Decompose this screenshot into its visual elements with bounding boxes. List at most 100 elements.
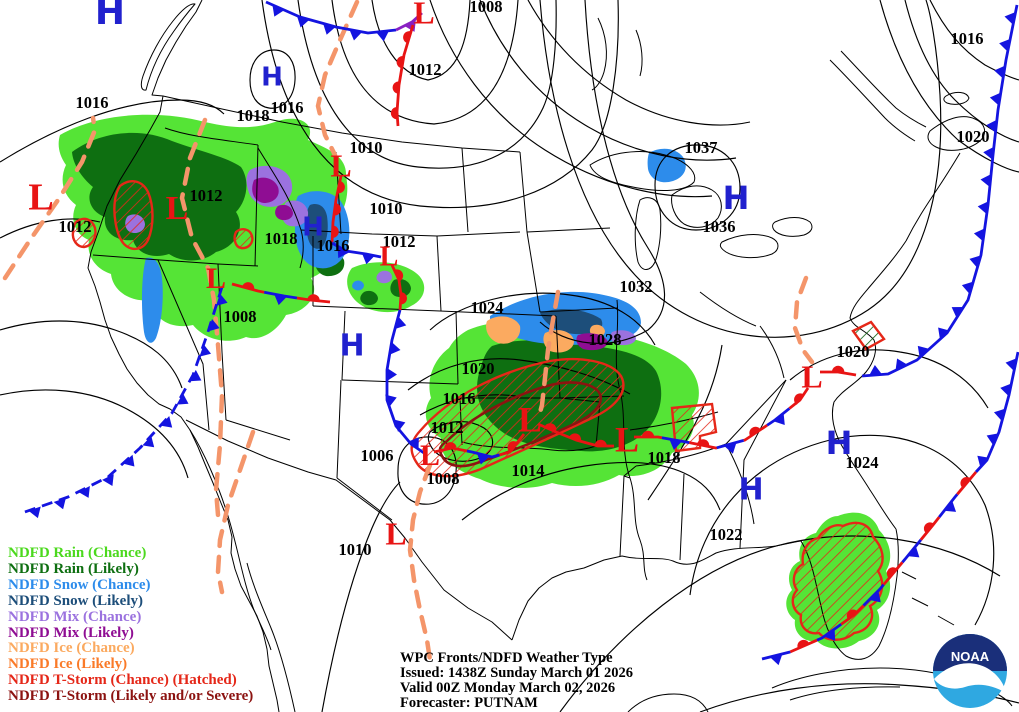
warm-front-pip — [396, 55, 404, 69]
front-cold — [974, 351, 1019, 473]
isobar-line — [0, 99, 225, 163]
cold-front-pip — [208, 318, 220, 332]
front-stationary — [231, 282, 331, 306]
warm-front-pip — [444, 442, 457, 450]
cold-front-pip — [189, 369, 202, 382]
trough-line — [179, 117, 225, 518]
tstorm-outlines — [71, 180, 886, 641]
trough-line — [215, 429, 256, 595]
front-line — [395, 24, 415, 127]
coast-state-line — [719, 234, 779, 259]
high-pressure-center: H — [826, 424, 853, 462]
precip-snow_chance — [141, 257, 163, 343]
cold-front-pip — [1000, 383, 1012, 397]
isobar-line — [527, 0, 751, 126]
trough-lines — [2, 0, 815, 663]
fronts — [21, 0, 1019, 666]
warm-front-pip — [333, 203, 341, 216]
low-pressure-center: L — [801, 358, 822, 394]
front-warm — [330, 175, 345, 244]
precip-snow_chance — [352, 280, 364, 291]
cold-front-pip — [78, 486, 90, 498]
cold-front-pip — [944, 500, 957, 512]
isobar-line — [261, 0, 619, 209]
low-pressure-center: L — [330, 147, 351, 183]
isobar-line — [429, 292, 656, 346]
valid-time: Valid 00Z Monday March 02, 2026 — [400, 679, 616, 696]
low-pressure-center: L — [615, 419, 639, 459]
front-warm — [390, 264, 407, 311]
warm-front-pip — [749, 426, 761, 437]
pressure-label: 1008 — [427, 469, 460, 488]
coast-state-line — [905, 152, 961, 242]
front-segment — [661, 436, 690, 445]
legend-item: NDFD Ice (Chance) — [8, 640, 135, 657]
tstorm-hatch — [411, 359, 624, 477]
legend-item: NDFD Rain (Chance) — [8, 545, 147, 561]
pressure-label: 1020 — [462, 359, 495, 378]
isobar-line — [429, 0, 713, 198]
tstorm-chance-outline — [71, 217, 97, 249]
tstorm-chance-outline — [670, 402, 718, 453]
coast-state-line — [671, 185, 722, 228]
pressure-label: 1020 — [837, 342, 870, 361]
pressure-label: 1012 — [190, 186, 223, 205]
coast-state-line — [943, 91, 970, 105]
warm-front-pip — [594, 439, 607, 446]
pressure-label: 1014 — [512, 461, 545, 480]
low-pressure-center: L — [206, 262, 226, 295]
cold-front-pip — [1005, 358, 1017, 371]
front-cold — [21, 286, 228, 519]
cold-front-pip — [394, 316, 407, 330]
legend-item: NDFD Snow (Chance) — [8, 576, 151, 593]
cold-front-pip — [824, 628, 836, 641]
cold-front-pip — [983, 146, 994, 160]
front-segment — [816, 623, 842, 642]
coast-state-line — [911, 597, 929, 607]
cold-front-pip — [986, 119, 997, 133]
coast-state-line — [257, 147, 304, 269]
isobar-line — [297, 0, 557, 169]
coast-state-line — [591, 17, 607, 91]
coast-state-line — [225, 419, 291, 441]
isobar-line — [689, 434, 995, 626]
precip-ice_chance — [486, 316, 521, 344]
isobar-line — [331, 0, 519, 125]
warm-front-pip — [832, 365, 845, 374]
coast-state-line — [439, 310, 557, 317]
tstorm-hatch — [672, 404, 716, 451]
coast-state-line — [699, 291, 757, 327]
tstorm-likely-outline — [438, 381, 603, 468]
front-segment — [938, 493, 959, 519]
cold-front-pip — [142, 435, 155, 448]
precip-mix_likely — [252, 177, 279, 203]
pressure-label: 1010 — [339, 540, 372, 559]
warm-front-pip — [337, 180, 345, 194]
coast-state-line — [901, 571, 917, 580]
coast-state-line — [436, 235, 442, 312]
warm-front-pip — [569, 433, 582, 442]
isobar-line — [0, 389, 189, 479]
warm-front-pip — [846, 609, 859, 620]
warm-front-pip — [390, 106, 398, 120]
cold-front-pip — [917, 345, 930, 358]
cold-front-pip — [869, 590, 881, 603]
coast-state-line — [455, 310, 459, 385]
front-segment — [466, 449, 500, 459]
cold-front-pip — [337, 246, 349, 259]
precip-ice_chance — [543, 330, 574, 353]
coast-state-line — [92, 254, 259, 267]
coast-state-line — [739, 379, 787, 549]
cold-front-pip — [199, 344, 212, 357]
cold-front-pip — [977, 455, 990, 468]
pressure-label: 1016 — [76, 93, 109, 112]
warm-front-pip — [960, 476, 971, 488]
coast-state-line — [341, 310, 346, 381]
coast-state-line — [246, 562, 296, 712]
pressure-label: 1010 — [350, 138, 383, 157]
coast-state-line — [164, 127, 259, 146]
pressure-label: 1012 — [409, 60, 442, 79]
cold-front-pip — [869, 364, 883, 376]
